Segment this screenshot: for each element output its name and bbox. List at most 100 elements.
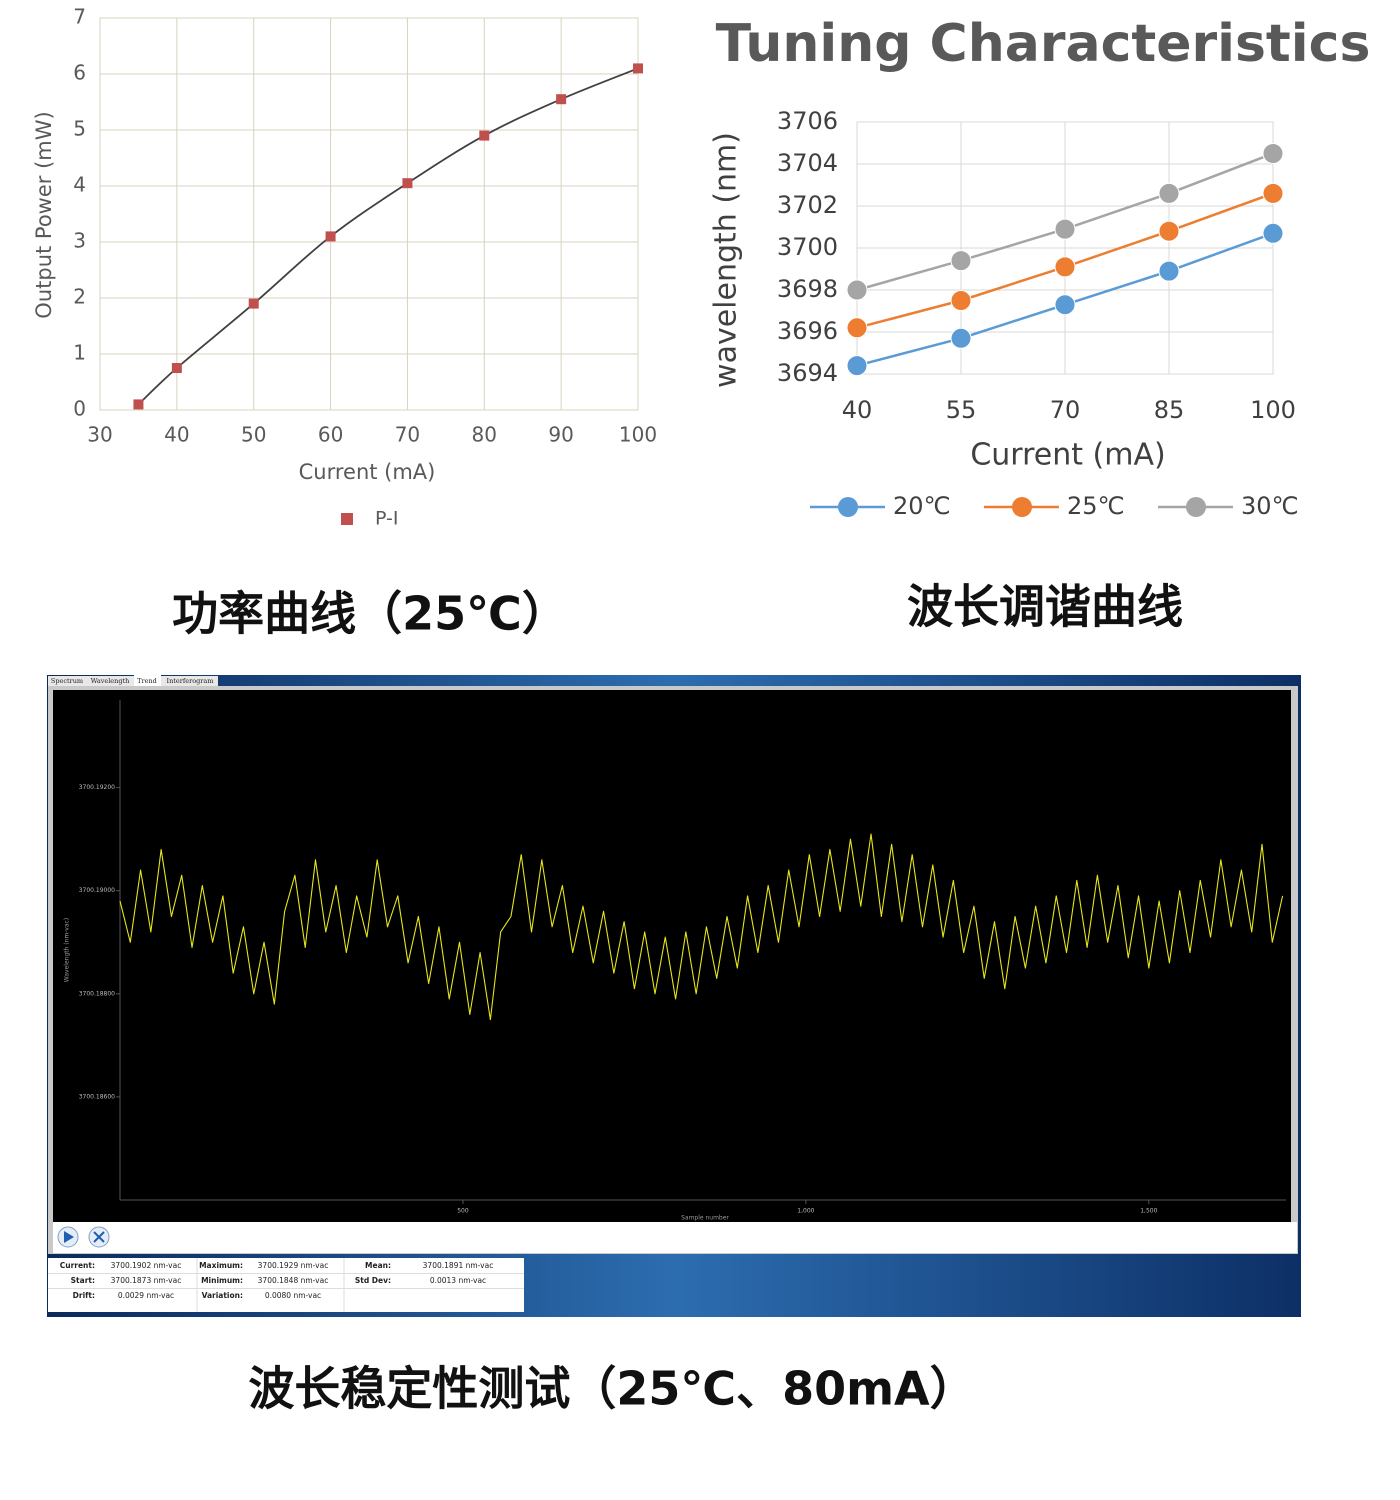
caption: 功率曲线（25℃） [172, 587, 568, 641]
fit-line [137, 67, 639, 406]
x-axis-label: Current (mA) [970, 438, 1165, 473]
legend-marker [1186, 497, 1206, 517]
stat-label: Variation: [202, 1291, 243, 1300]
point [402, 178, 413, 189]
y-tick-label: 3700.19200 [79, 784, 115, 791]
stat-label: Current: [60, 1261, 95, 1270]
stat-value: 3700.1848 nm-vac [258, 1276, 329, 1285]
x-tick-label: 90 [548, 423, 573, 447]
y-tick-label: 3704 [777, 149, 838, 177]
stat-value: 3700.1929 nm-vac [258, 1261, 329, 1270]
tab-bar [48, 676, 218, 686]
x-tick-label: 40 [164, 423, 189, 447]
y-axis-label: Wavelength (nm-vac) [64, 918, 71, 982]
clear-icon [93, 1231, 105, 1243]
y-tick-label: 3694 [777, 359, 838, 387]
plot-background [53, 690, 1291, 1222]
series-line [119, 833, 1284, 1021]
control-bar [53, 1222, 1297, 1253]
stat-label: Maximum: [199, 1261, 243, 1270]
y-axis-label: wavelength (nm) [709, 132, 744, 388]
point [556, 94, 567, 105]
legend-label: 20℃ [893, 492, 951, 520]
legend-label: 30℃ [1241, 492, 1299, 520]
stats-grid [48, 1258, 524, 1312]
legend-label: 25℃ [1067, 492, 1125, 520]
y-tick-label: 6 [73, 61, 86, 85]
x-tick-label: 500 [457, 1208, 469, 1215]
point [1262, 182, 1284, 204]
x-tick-label: 50 [241, 423, 266, 447]
tab[interactable]: Interferogram [167, 677, 214, 685]
point [325, 231, 336, 242]
tab[interactable]: Trend [137, 677, 157, 685]
y-tick-label: 3700.18600 [79, 1093, 115, 1100]
y-tick-label: 2 [73, 285, 86, 309]
stat-value: 0.0013 nm-vac [430, 1276, 486, 1285]
stat-value: 0.0029 nm-vac [118, 1291, 174, 1300]
y-axis-label: Output Power (mW) [32, 111, 56, 318]
point [633, 63, 643, 74]
point [133, 399, 144, 410]
stat-label: Std Dev: [355, 1276, 391, 1285]
y-tick-label: 3702 [777, 191, 838, 219]
stat-label: Minimum: [201, 1276, 243, 1285]
x-tick-label: 30 [87, 423, 112, 447]
point [1158, 220, 1180, 242]
y-tick-label: 0 [73, 397, 86, 421]
stat-label: Start: [71, 1276, 95, 1285]
x-tick-label: 100 [1250, 396, 1296, 424]
y-tick-label: 7 [73, 5, 86, 29]
point [1262, 143, 1284, 164]
point [1262, 222, 1284, 244]
y-tick-label: 3706 [777, 107, 838, 135]
tab[interactable]: Wavelength [91, 677, 130, 685]
play-icon [64, 1231, 74, 1243]
y-tick-label: 3700.18800 [79, 990, 115, 997]
x-tick-label: 100 [619, 423, 657, 447]
point [846, 317, 868, 339]
caption: 波长调谐曲线 [907, 580, 1183, 634]
caption: 波长稳定性测试（25℃、80mA） [248, 1362, 975, 1416]
point [1054, 294, 1076, 316]
point [1054, 218, 1076, 240]
y-tick-label: 3698 [777, 275, 838, 303]
y-tick-label: 5 [73, 117, 86, 141]
x-axis-label: Sample number [681, 1215, 729, 1222]
tab[interactable]: Spectrum [51, 677, 83, 685]
stat-value: 3700.1873 nm-vac [111, 1276, 182, 1285]
stat-value: 3700.1891 nm-vac [423, 1261, 494, 1270]
point [171, 363, 182, 373]
point [846, 355, 868, 377]
stat-value: 0.0080 nm-vac [265, 1291, 321, 1300]
x-tick-label: 70 [395, 423, 420, 447]
x-tick-label: 85 [1154, 396, 1185, 424]
point [950, 290, 972, 311]
point [1158, 182, 1180, 204]
point [950, 327, 972, 349]
legend-label: P-I [375, 508, 399, 530]
chart-title: Tuning Characteristics [716, 14, 1371, 74]
active-tab [134, 675, 161, 686]
x-tick-label: 1,000 [797, 1208, 814, 1215]
stat-label: Drift: [73, 1291, 95, 1300]
point [846, 279, 868, 301]
point [1158, 260, 1180, 282]
x-tick-label: 60 [318, 423, 343, 447]
point [1054, 256, 1076, 278]
x-tick-label: 40 [842, 396, 873, 424]
stat-value: 3700.1902 nm-vac [111, 1261, 182, 1270]
y-tick-label: 3700 [777, 233, 838, 261]
y-tick-label: 3700.19000 [79, 887, 115, 894]
legend-marker [341, 513, 353, 525]
stats-table [48, 1258, 524, 1312]
y-tick-label: 3696 [777, 317, 838, 345]
point [248, 298, 259, 309]
trend-window: Spectrum Wavelength Trend Interferogram [47, 675, 1301, 1317]
y-tick-label: 1 [73, 341, 86, 365]
x-tick-label: 55 [946, 396, 977, 424]
legend-marker [1012, 497, 1032, 517]
x-tick-label: 70 [1050, 396, 1081, 424]
legend-marker [838, 497, 858, 517]
